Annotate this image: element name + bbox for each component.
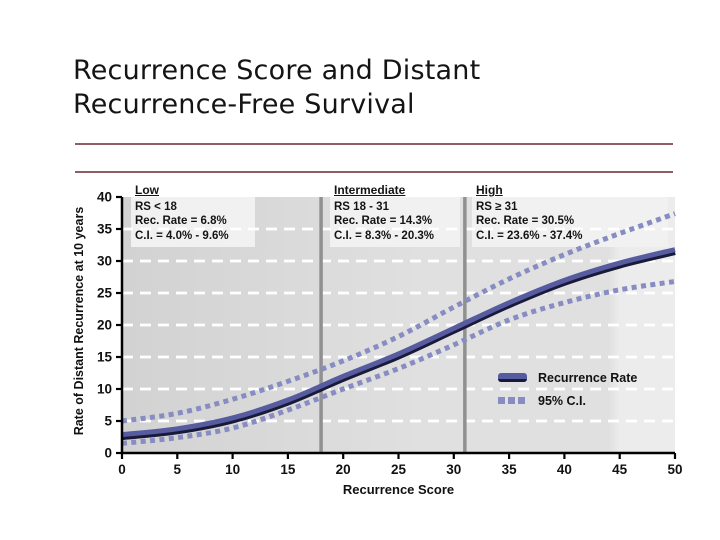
svg-text:20: 20: [97, 318, 112, 333]
page-title: Recurrence Score and Distant Recurrence-…: [73, 54, 673, 122]
annotation-intermediate-body: RS 18 - 31 Rec. Rate = 14.3% C.I. = 8.3%…: [334, 199, 434, 244]
annotation-low-line-3: C.I. = 4.0% - 9.6%: [135, 229, 229, 242]
svg-text:50: 50: [667, 462, 682, 477]
svg-text:15: 15: [280, 462, 296, 477]
svg-text:35: 35: [97, 222, 113, 237]
annotation-intermediate-heading: Intermediate: [334, 183, 406, 197]
svg-text:0: 0: [104, 446, 112, 461]
annotation-boxes: [131, 197, 668, 247]
annotation-high-heading: High: [476, 183, 503, 197]
axis-ticks: 0 5 10 15 20 25 30 35 40 45 50 0 5 10 15 20 25 30 35 40: [97, 190, 683, 478]
ci-dotted-line-icon: [498, 397, 527, 404]
svg-text:30: 30: [97, 254, 112, 269]
annotation-low: Low RS < 18 Rec. Rate = 6.8% C.I. = 4.0%…: [135, 183, 229, 243]
y-axis-title: Rate of Distant Recurrence at 10 years: [72, 206, 86, 436]
annotation-intermediate-line-3: C.I. = 8.3% - 20.3%: [334, 229, 435, 242]
svg-text:35: 35: [502, 462, 518, 477]
recurrence-rate-line-icon: [498, 373, 527, 382]
annotation-intermediate-line-1: RS 18 - 31: [334, 200, 389, 213]
legend-row-ci: 95% C.I.: [498, 389, 637, 412]
svg-text:5: 5: [174, 462, 182, 477]
annotation-low-heading: Low: [135, 183, 159, 197]
svg-text:45: 45: [612, 462, 628, 477]
chart-legend: Recurrence Rate 95% C.I.: [498, 366, 637, 412]
legend-label-recurrence-rate: Recurrence Rate: [538, 370, 638, 385]
ci-curves: [121, 211, 676, 446]
svg-text:25: 25: [391, 462, 407, 477]
svg-text:10: 10: [225, 462, 240, 477]
annotation-high-line-1: RS ≥ 31: [476, 200, 518, 213]
svg-text:20: 20: [336, 462, 351, 477]
annotation-high-body: RS ≥ 31 Rec. Rate = 30.5% C.I. = 23.6% -…: [476, 199, 582, 244]
x-axis-title: Recurrence Score: [342, 482, 455, 497]
svg-text:0: 0: [118, 462, 126, 477]
page-title-line-1: Recurrence Score and Distant: [73, 55, 481, 86]
annotation-low-line-2: Rec. Rate = 6.8%: [135, 215, 227, 228]
annotation-high-line-2: Rec. Rate = 30.5%: [476, 215, 575, 228]
legend-label-ci: 95% C.I.: [538, 393, 586, 408]
svg-text:40: 40: [557, 462, 572, 477]
svg-text:10: 10: [97, 382, 112, 397]
annotation-intermediate: Intermediate RS 18 - 31 Rec. Rate = 14.3…: [334, 183, 434, 243]
svg-text:15: 15: [97, 350, 113, 365]
svg-text:30: 30: [446, 462, 461, 477]
annotation-intermediate-line-2: Rec. Rate = 14.3%: [334, 215, 433, 228]
annotation-low-line-1: RS < 18: [135, 200, 177, 213]
title-divider-rule: [75, 143, 673, 145]
title-divider-rule-2: [75, 171, 673, 173]
page-title-line-2: Recurrence-Free Survival: [73, 89, 415, 120]
annotation-high-line-3: C.I. = 23.6% - 37.4%: [476, 229, 583, 242]
annotation-high: High RS ≥ 31 Rec. Rate = 30.5% C.I. = 23…: [476, 183, 582, 243]
legend-row-recurrence-rate: Recurrence Rate: [498, 366, 637, 389]
svg-text:5: 5: [104, 414, 112, 429]
svg-text:40: 40: [97, 190, 112, 205]
svg-text:25: 25: [97, 286, 113, 301]
recurrence-rate-curve: [121, 247, 676, 441]
annotation-low-body: RS < 18 Rec. Rate = 6.8% C.I. = 4.0% - 9…: [135, 199, 229, 244]
